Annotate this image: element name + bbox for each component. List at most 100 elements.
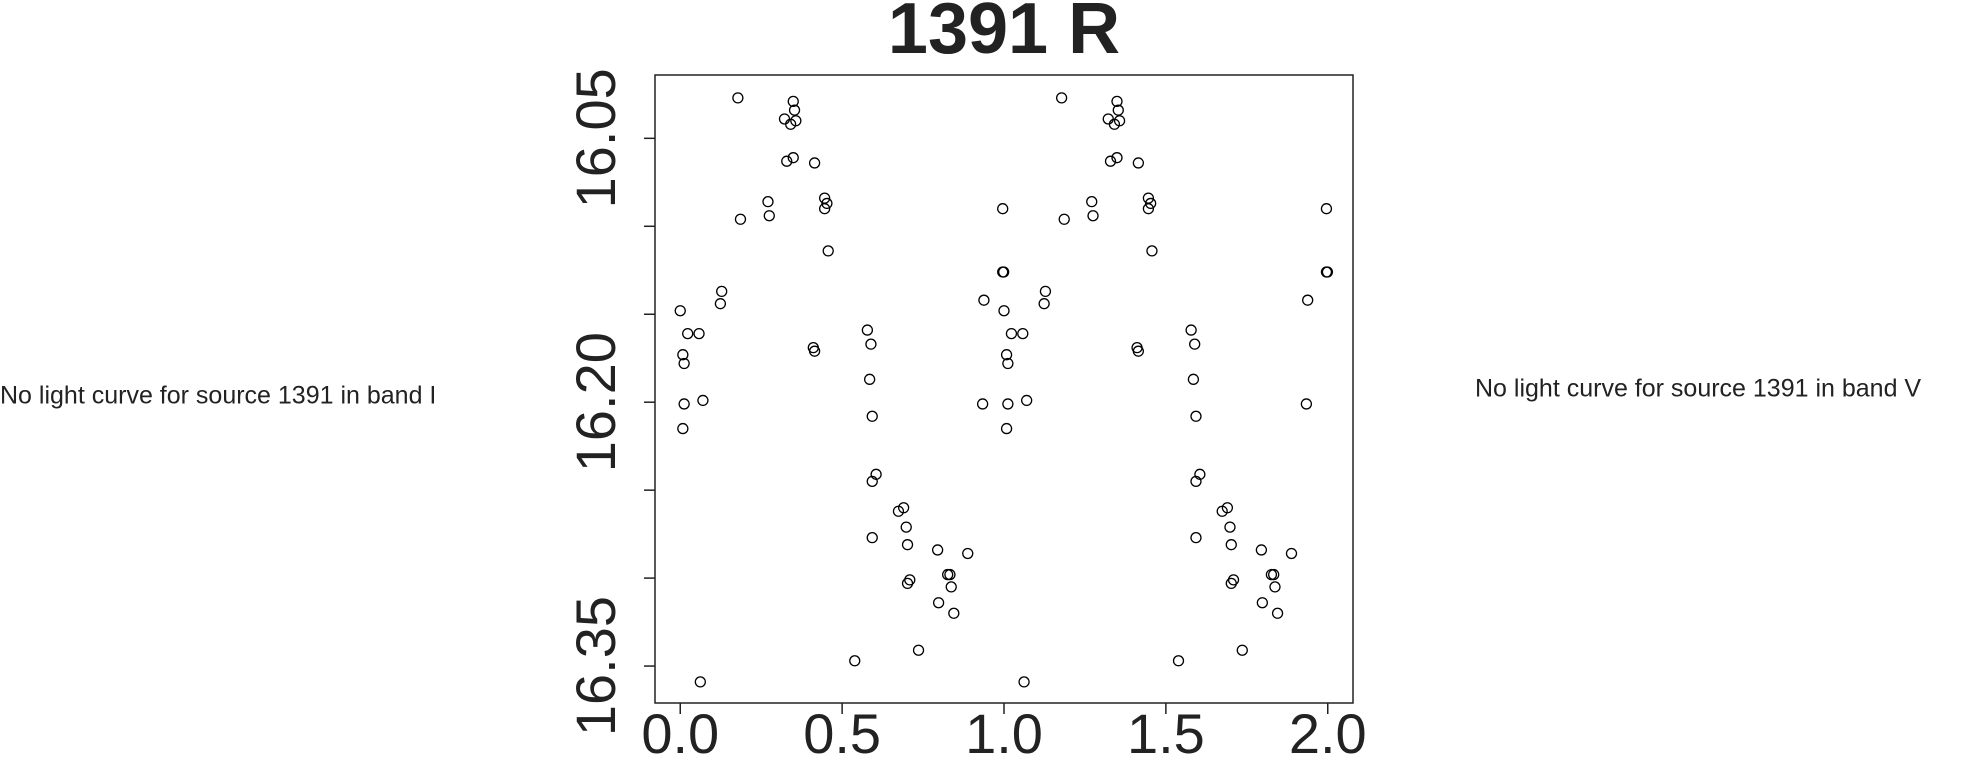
point [944,568,956,581]
point [1236,644,1248,656]
point [734,213,747,225]
point [1265,568,1278,581]
point [1112,104,1124,116]
point [976,398,989,410]
point [1285,547,1298,560]
point [861,324,874,336]
point [790,115,802,127]
point [1227,574,1240,586]
point [808,157,821,169]
point [1187,373,1200,385]
point [1269,581,1281,593]
point [1017,327,1029,340]
point [787,95,799,108]
point [1104,155,1117,167]
point [1190,410,1202,422]
point [677,422,689,435]
point [1255,544,1268,556]
point [962,547,974,560]
point [1002,398,1014,410]
point [674,305,686,317]
point [1320,203,1333,215]
point [901,539,914,551]
point [1018,676,1030,688]
point [1055,92,1068,104]
point [808,345,821,357]
point [945,581,957,593]
x-tick-label: 0.0 [641,702,719,762]
point [863,373,876,385]
point [1221,502,1234,514]
point [1145,197,1157,210]
y-tick-label: 16.20 [564,332,627,472]
point [997,203,1009,215]
point [1113,115,1126,127]
x-tick-label: 2.0 [1289,702,1367,762]
point [1224,521,1236,533]
point [677,349,689,361]
point [818,203,831,215]
y-tick-label: 16.05 [564,68,627,208]
point [787,152,799,164]
point [1321,266,1334,278]
point [849,655,861,667]
point [678,357,690,370]
point [1111,152,1123,164]
point [912,644,925,656]
point [714,298,727,310]
point [931,544,944,556]
point [1086,196,1098,208]
point [1005,327,1018,340]
point [901,577,914,590]
point [1000,422,1013,435]
plot-frame [654,74,1354,704]
point [900,521,912,533]
point [778,113,791,125]
point [1190,531,1202,544]
right-note: No light curve for source 1391 in band V [1475,375,1921,403]
point [1300,398,1313,410]
point [1002,357,1014,370]
point [1000,349,1013,361]
left-note: No light curve for source 1391 in band I [0,382,436,410]
point [1190,475,1202,488]
point [904,574,916,586]
point [932,597,945,609]
point [998,305,1010,317]
point [1058,213,1070,225]
point [716,285,728,298]
point [897,502,910,514]
point [1039,285,1052,298]
point [866,475,878,488]
point [1172,655,1185,667]
point [1271,607,1284,619]
point [781,155,793,167]
point [697,394,709,407]
point [822,245,834,257]
point [821,197,833,210]
point [678,398,690,410]
x-tick-label: 1.5 [1127,702,1205,762]
point [1146,245,1158,257]
point [788,104,801,116]
chart-title: 1391 R [888,0,1120,69]
point [1256,597,1269,609]
point [1142,203,1155,215]
point [694,676,706,688]
point [866,410,878,422]
point [762,196,774,208]
point [1038,298,1050,310]
point [1111,95,1123,108]
point [998,266,1010,278]
point [942,568,954,581]
point [693,327,705,340]
x-tick-label: 0.5 [803,702,881,762]
point [1225,577,1237,590]
point [682,327,694,340]
x-tick-label: 1.0 [965,702,1043,762]
point [866,531,878,544]
point [1268,568,1280,581]
point [732,92,744,104]
point [948,607,960,619]
